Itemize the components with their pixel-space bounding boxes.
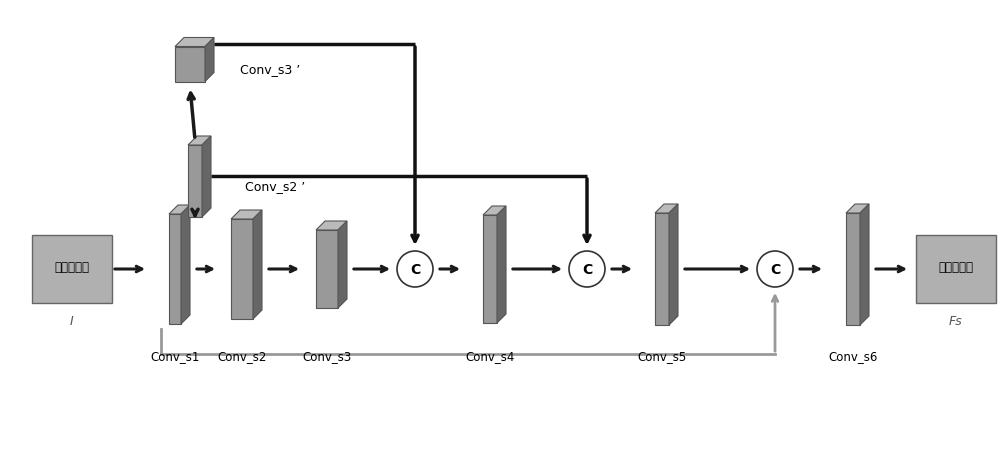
Text: C: C [582, 263, 592, 276]
Polygon shape [655, 205, 678, 213]
Polygon shape [231, 211, 262, 219]
Text: Conv_s2 ’: Conv_s2 ’ [245, 180, 305, 193]
Polygon shape [316, 221, 347, 231]
Polygon shape [175, 47, 205, 82]
Text: C: C [410, 263, 420, 276]
Circle shape [757, 251, 793, 288]
Polygon shape [338, 221, 347, 308]
Text: Conv_s6: Conv_s6 [828, 349, 878, 362]
Polygon shape [169, 214, 181, 324]
Polygon shape [188, 146, 202, 218]
Text: 结构特征图: 结构特征图 [938, 261, 974, 274]
Polygon shape [175, 38, 214, 47]
Polygon shape [655, 213, 669, 325]
Polygon shape [202, 137, 211, 218]
Polygon shape [860, 205, 869, 325]
Polygon shape [846, 213, 860, 325]
Circle shape [569, 251, 605, 288]
Text: Conv_s4: Conv_s4 [465, 349, 515, 362]
Polygon shape [483, 206, 506, 216]
Text: C: C [770, 263, 780, 276]
Polygon shape [181, 206, 190, 324]
Polygon shape [253, 211, 262, 319]
Text: Fs: Fs [949, 315, 963, 328]
Polygon shape [497, 206, 506, 323]
Text: 降道扫描图: 降道扫描图 [54, 261, 90, 274]
Text: Conv_s5: Conv_s5 [637, 349, 687, 362]
Text: Conv_s2: Conv_s2 [217, 349, 267, 362]
Polygon shape [169, 206, 190, 214]
Polygon shape [205, 38, 214, 82]
Polygon shape [669, 205, 678, 325]
Text: Conv_s1: Conv_s1 [150, 349, 200, 362]
Polygon shape [483, 216, 497, 323]
Polygon shape [846, 205, 869, 213]
Text: Conv_s3 ’: Conv_s3 ’ [240, 63, 300, 76]
Polygon shape [188, 137, 211, 146]
FancyBboxPatch shape [916, 236, 996, 303]
Polygon shape [316, 231, 338, 308]
Circle shape [397, 251, 433, 288]
FancyBboxPatch shape [32, 236, 112, 303]
Text: Conv_s3: Conv_s3 [302, 349, 352, 362]
Polygon shape [231, 219, 253, 319]
Text: I: I [70, 315, 74, 328]
